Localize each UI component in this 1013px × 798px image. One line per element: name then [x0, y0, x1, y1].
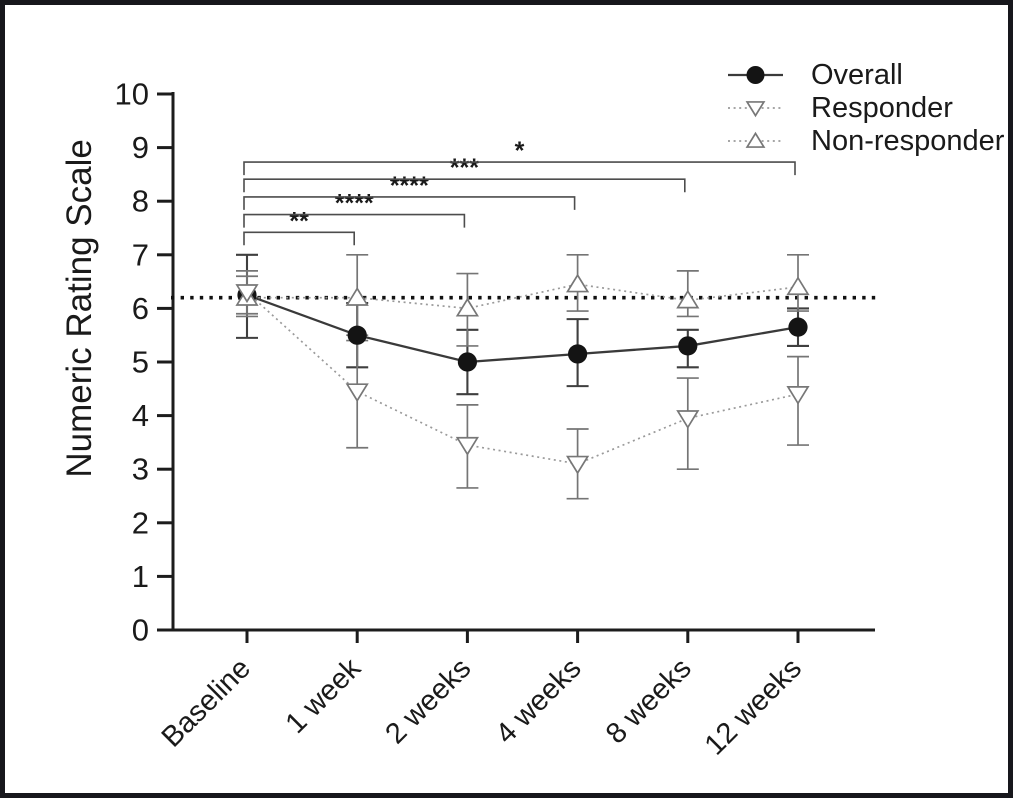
x-tick-label: 1 week	[280, 652, 368, 740]
data-point-non-responder-2-weeks[interactable]	[455, 297, 479, 317]
y-tick-label: 3	[132, 452, 149, 487]
data-point-overall-2-weeks[interactable]	[457, 352, 477, 372]
significance-label: ****	[390, 172, 429, 200]
legend-marker-non-responder	[745, 131, 766, 148]
significance-bracket	[243, 178, 686, 193]
y-tick-label: 10	[115, 77, 149, 112]
series-markers-non-responder	[235, 273, 810, 317]
data-point-non-responder-1-week[interactable]	[345, 286, 369, 306]
legend-marker-overall	[746, 66, 765, 84]
y-tick-label: 9	[132, 130, 149, 165]
y-tick-label: 8	[132, 184, 149, 219]
legend-label: Overall	[811, 59, 903, 91]
significance-label: **	[289, 207, 309, 235]
nrs-line-chart: 0 1 2 3 4 5 6 7 8 9 10 Baseline 1 week 2 weeks 4 weeks…	[60, 59, 1005, 762]
y-tick-label: 0	[132, 613, 149, 648]
x-tick-label: 4 weeks	[490, 652, 588, 750]
error-bars-non-responder	[236, 253, 809, 347]
legend-label: Responder	[811, 92, 953, 124]
significance-bracket	[243, 196, 576, 210]
y-tick-label: 6	[132, 291, 149, 326]
series-markers-responder	[235, 284, 810, 475]
significance-label: ****	[335, 190, 374, 218]
series-line-responder	[246, 291, 799, 465]
data-point-responder-2-weeks[interactable]	[455, 436, 479, 456]
significance-bracket	[243, 213, 466, 228]
significance-label: ***	[450, 154, 479, 182]
x-tick-label: 2 weeks	[379, 652, 477, 750]
significance-brackets: **************	[243, 137, 796, 246]
series-line-overall	[246, 293, 799, 364]
y-tick-label: 5	[132, 345, 149, 380]
x-tick-label: 8 weeks	[600, 652, 698, 750]
legend-entry-non-responder[interactable]: Non-responder	[728, 125, 1005, 157]
legend-marker-responder	[745, 101, 766, 118]
data-point-responder-12-weeks[interactable]	[786, 386, 810, 405]
data-point-overall-8-weeks[interactable]	[678, 336, 698, 356]
data-point-non-responder-4-weeks[interactable]	[566, 273, 590, 293]
legend-entry-responder[interactable]: Responder	[728, 92, 953, 124]
data-point-overall-4-weeks[interactable]	[568, 344, 588, 364]
y-axis-title: Numeric Rating Scale	[60, 139, 99, 477]
data-point-overall-12-weeks[interactable]	[788, 317, 808, 337]
significance-bracket	[243, 161, 796, 176]
series-line-non-responder	[247, 283, 799, 310]
significance-label: *	[515, 137, 525, 165]
y-tick-label: 2	[132, 505, 149, 540]
data-point-responder-8-weeks[interactable]	[676, 410, 700, 430]
error-bars-overall	[236, 253, 809, 396]
y-tick-label: 1	[132, 559, 149, 594]
data-point-overall-1-week[interactable]	[347, 325, 367, 345]
data-point-responder-1-week[interactable]	[345, 383, 369, 403]
data-point-responder-baseline[interactable]	[235, 284, 259, 304]
data-point-non-responder-12-weeks[interactable]	[786, 276, 810, 296]
error-bars-responder	[236, 270, 809, 500]
legend-entry-overall[interactable]: Overall	[728, 59, 903, 91]
y-tick-label: 7	[132, 237, 149, 272]
data-point-responder-4-weeks[interactable]	[566, 455, 590, 475]
legend-label: Non-responder	[811, 125, 1005, 157]
data-point-non-responder-8-weeks[interactable]	[676, 289, 700, 309]
y-tick-label: 4	[132, 398, 149, 433]
significance-bracket	[243, 231, 355, 246]
x-tick-label: Baseline	[156, 652, 257, 753]
x-tick-label: 12 weeks	[699, 652, 808, 761]
